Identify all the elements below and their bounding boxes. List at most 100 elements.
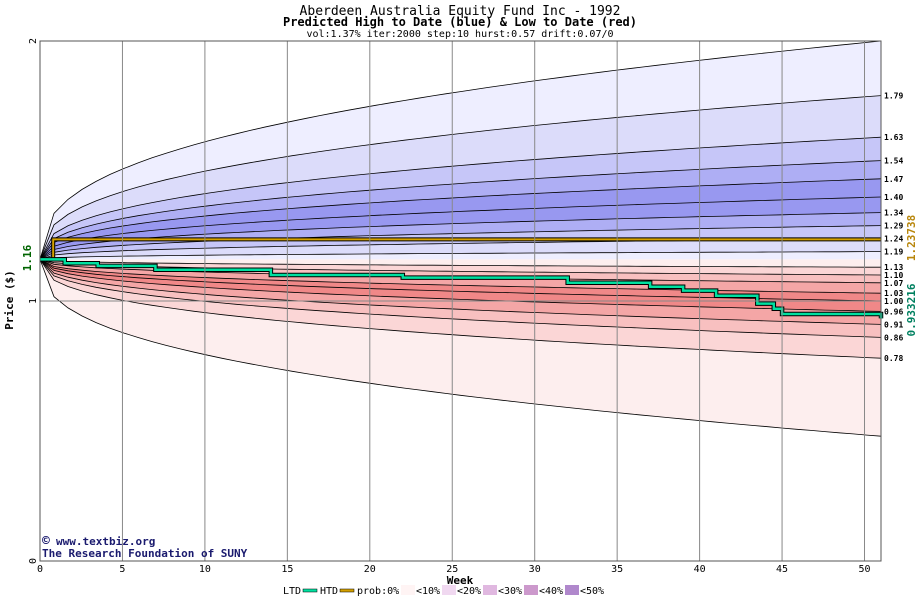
x-tick-label: 15 [281, 564, 293, 575]
y-tick-label: 0 [28, 558, 39, 564]
high-band-3 [40, 137, 881, 260]
legend-bin-swatch [483, 585, 497, 595]
right-label: 0.96 [884, 307, 903, 316]
legend-ltd-label: LTD [283, 586, 301, 597]
right-label: 1.40 [884, 193, 903, 202]
y-axis-label: Price ($) [3, 270, 16, 330]
low-band-inner [40, 259, 881, 268]
x-axis-label: Week [447, 574, 474, 587]
quantile-line-7 [39, 212, 882, 260]
quantile-line-6 [39, 196, 882, 260]
legend-bin-swatch [524, 585, 538, 595]
right-label: 1.24 [884, 235, 903, 244]
x-tick-label: 10 [199, 564, 211, 575]
high-band-7 [40, 212, 881, 260]
x-tick-label: 50 [858, 564, 870, 575]
legend-bin-swatch [442, 585, 456, 595]
legend-bin-swatch [565, 585, 579, 595]
x-tick-label: 40 [694, 564, 706, 575]
x-tick-label: 20 [364, 564, 376, 575]
chart-params: vol:1.37% iter:2000 step:10 hurst:0.57 d… [306, 29, 613, 40]
quantile-line-8 [39, 225, 882, 260]
quantile-line-1 [39, 40, 882, 260]
high-band-2 [40, 95, 881, 260]
x-tick-label: 25 [446, 564, 458, 575]
start-price-label: 1.16 [21, 244, 34, 271]
right-label: 1.13 [884, 263, 903, 272]
x-tick-label: 30 [529, 564, 541, 575]
legend-bin-label: <50% [580, 586, 604, 597]
right-label: 1.00 [884, 297, 903, 306]
quantile-line-20 [39, 259, 882, 437]
right-label: 1.07 [884, 279, 903, 288]
right-label: 1.03 [884, 289, 903, 298]
quantile-line-4 [39, 160, 882, 260]
legend-bin-swatch [401, 585, 415, 595]
x-tick-label: 45 [776, 564, 788, 575]
chart-title: Aberdeen Australia Equity Fund Inc - 199… [300, 4, 621, 19]
low-band-2 [40, 259, 881, 283]
right-label: 1.79 [884, 92, 903, 101]
ltd-line [40, 258, 883, 319]
right-label: 1.19 [884, 248, 903, 257]
quantile-line-15 [39, 259, 882, 302]
high-band-5 [40, 178, 881, 260]
right-label: 0.91 [884, 320, 903, 329]
legend-bin-label: <10% [416, 586, 440, 597]
high-band-9 [40, 238, 881, 260]
x-tick-label: 0 [37, 564, 43, 575]
ltd-final-label: 0.933216 [905, 283, 918, 336]
legend-bin-label: <40% [539, 586, 563, 597]
plot-frame [39, 40, 882, 562]
right-label: 1.29 [884, 222, 903, 231]
legend-ltd-swatch [302, 588, 318, 593]
legend: LTD HTD prob:0% <10% <20% <30% <40% <50% [283, 585, 604, 597]
right-label: 0.86 [884, 333, 903, 342]
chart-subtitle: Predicted High to Date (blue) & Low to D… [283, 15, 637, 29]
legend-prob-label: prob:0% [357, 586, 399, 597]
x-tick-label: 5 [119, 564, 125, 575]
right-label: 1.63 [884, 133, 903, 142]
legend-bin-label: <20% [457, 586, 481, 597]
high-band-4 [40, 160, 881, 260]
credit-org: The Research Foundation of SUNY [42, 547, 248, 560]
low-band-4 [40, 259, 881, 301]
quantile-line-17 [39, 259, 882, 325]
legend-htd-label: HTD [320, 586, 338, 597]
right-label: 0.78 [884, 354, 903, 363]
credit: © www.textbiz.org The Research Foundatio… [42, 534, 248, 560]
y-tick-label: 1 [28, 298, 39, 304]
right-label: 1.34 [884, 209, 903, 218]
axes: 0 5 10 15 20 25 30 35 40 45 50 0 1 2 [28, 38, 882, 575]
right-label: 1.10 [884, 271, 903, 280]
quantile-line-10 [39, 251, 881, 260]
right-label: 1.47 [884, 175, 903, 184]
high-band-6 [40, 197, 881, 260]
quantile-line-12 [39, 259, 882, 276]
legend-htd-swatch [339, 588, 355, 593]
low-band-9 [40, 259, 881, 437]
high-band-inner [40, 251, 881, 260]
high-band-8 [40, 225, 881, 260]
legend-bin-label: <30% [498, 586, 522, 597]
y-tick-label: 2 [28, 38, 39, 44]
htd-final-label: 1.23738 [905, 215, 918, 261]
right-quantile-labels: 1.79 1.63 1.54 1.47 1.40 1.34 1.29 1.24 1.19 1.13… [884, 92, 903, 364]
low-band-5 [40, 259, 881, 312]
low-band-1 [40, 259, 881, 275]
quantile-line-3 [39, 136, 882, 260]
quantile-line-18 [39, 259, 882, 338]
high-band-1 [40, 41, 881, 260]
quantile-line-14 [39, 259, 882, 294]
x-tick-label: 35 [611, 564, 623, 575]
quantile-line-16 [39, 259, 882, 312]
quantile-line-19 [39, 259, 882, 359]
quantile-line-2 [39, 95, 882, 260]
credit-url: www.textbiz.org [56, 535, 155, 548]
quantile-line-11 [39, 259, 881, 268]
copyright-symbol: © [42, 534, 50, 549]
low-band-8 [40, 259, 881, 359]
quantile-line-5 [39, 178, 882, 260]
right-label: 1.54 [884, 157, 903, 166]
